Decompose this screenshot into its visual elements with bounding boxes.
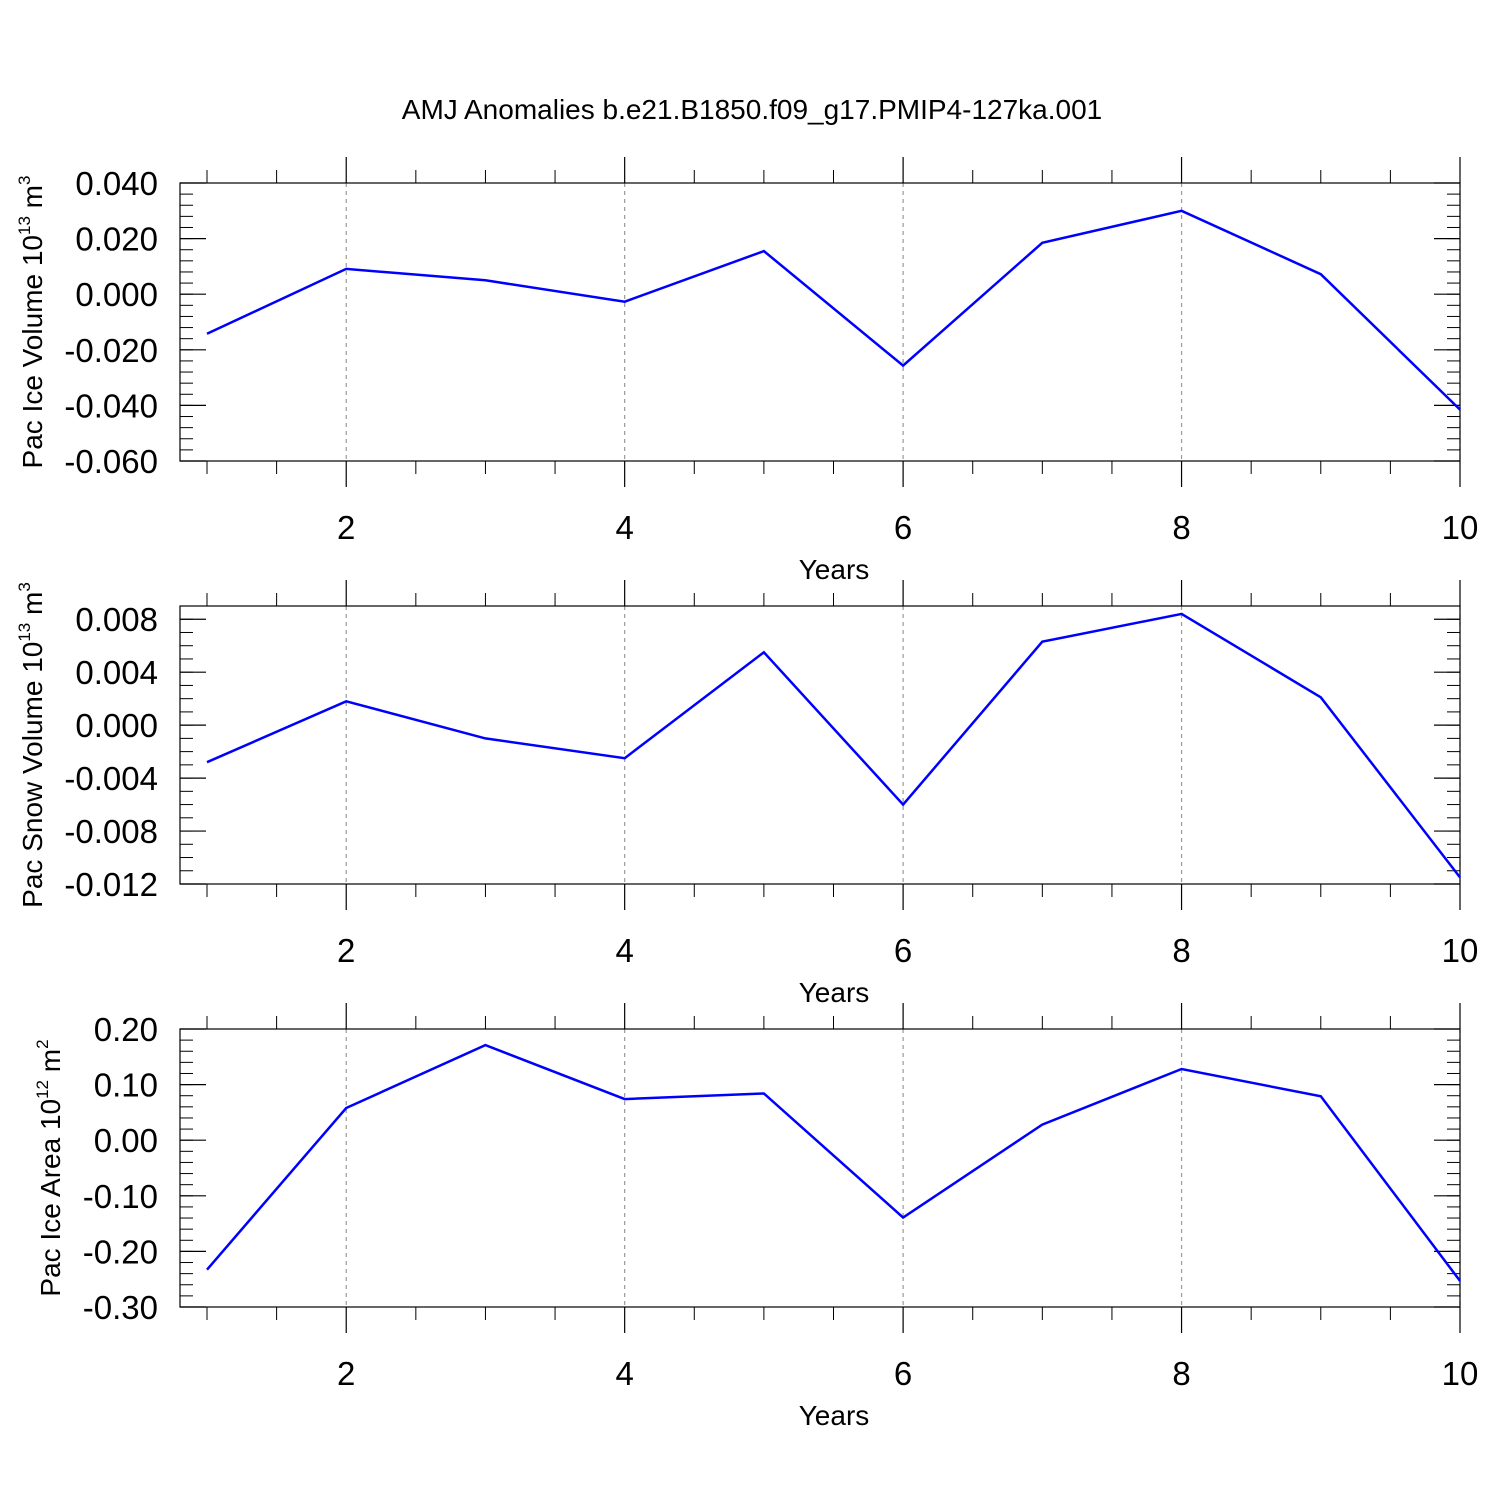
x-tick-label: 2 <box>337 1355 355 1392</box>
y-tick-label: 0.020 <box>75 221 158 258</box>
x-tick-label: 4 <box>615 932 633 969</box>
y-axis-label-part: m <box>17 592 48 623</box>
x-tick-label: 4 <box>615 1355 633 1392</box>
y-tick-label: 0.20 <box>94 1011 158 1048</box>
series-line <box>206 612 1461 879</box>
plot-frame <box>179 605 1461 885</box>
x-tick-label: 8 <box>1172 1355 1190 1392</box>
plot-frame <box>179 1028 1461 1308</box>
y-tick-label: -0.004 <box>64 760 158 797</box>
y-tick-label: -0.008 <box>64 813 158 850</box>
x-tick-label: 10 <box>1442 1355 1479 1392</box>
x-tick-label: 6 <box>894 932 912 969</box>
y-axis-label-part: Pac Ice Area 10 <box>35 1099 66 1297</box>
y-tick-label: 0.000 <box>75 276 158 313</box>
y-tick-label: -0.30 <box>83 1289 158 1326</box>
y-tick-label: -0.040 <box>64 387 158 424</box>
x-tick-label: 8 <box>1172 509 1190 546</box>
y-tick-label: 0.004 <box>75 654 158 691</box>
y-tick-label: -0.20 <box>83 1233 158 1270</box>
series-line <box>206 1043 1461 1282</box>
y-tick-label: 0.00 <box>94 1122 158 1159</box>
x-axis-label: Years <box>799 977 870 1008</box>
plot-frame <box>179 182 1461 462</box>
y-axis-label-superscript: 13 <box>15 216 34 235</box>
y-axis-label-part: m <box>17 185 48 216</box>
x-tick-label: 2 <box>337 932 355 969</box>
x-tick-label: 10 <box>1442 509 1479 546</box>
y-axis-label-superscript: 3 <box>15 176 34 185</box>
chart-panel-1: -0.060 -0.040 -0.020 0.000 0.020 0.040 2 4 6 8 10 Y… <box>15 157 1478 585</box>
y-axis-label-superscript: 13 <box>15 623 34 642</box>
y-tick-label: -0.060 <box>64 443 158 480</box>
y-tick-label: 0.040 <box>75 165 158 202</box>
x-tick-label: 8 <box>1172 932 1190 969</box>
y-axis-label-superscript: 12 <box>33 1080 52 1099</box>
y-tick-label: -0.10 <box>83 1178 158 1215</box>
y-axis-label: Pac Snow Volume 1013 m3 <box>15 582 48 908</box>
figure-title: AMJ Anomalies b.e21.B1850.f09_g17.PMIP4-… <box>402 94 1102 125</box>
y-axis-label-part: Pac Ice Volume 10 <box>17 235 48 468</box>
y-tick-label: -0.012 <box>64 866 158 903</box>
y-tick-label: 0.10 <box>94 1067 158 1104</box>
y-tick-label: -0.020 <box>64 332 158 369</box>
y-axis-label-superscript: 3 <box>15 582 34 591</box>
y-tick-label: 0.000 <box>75 707 158 744</box>
y-tick-label: 0.008 <box>75 601 158 638</box>
x-tick-label: 10 <box>1442 932 1479 969</box>
y-axis-label-superscript: 2 <box>33 1039 52 1048</box>
x-tick-label: 6 <box>894 509 912 546</box>
x-axis-label: Years <box>799 554 870 585</box>
y-axis-label: Pac Ice Area 1012 m2 <box>33 1039 66 1296</box>
y-axis-label-part: m <box>35 1049 66 1080</box>
y-axis-label: Pac Ice Volume 1013 m3 <box>15 176 48 469</box>
chart-panel-3: -0.30 -0.20 -0.10 0.00 0.10 0.20 2 4 6 8 10 Years Pa… <box>33 1003 1478 1431</box>
series-line <box>206 209 1461 411</box>
y-axis-label-part: Pac Snow Volume 10 <box>17 642 48 908</box>
x-tick-label: 6 <box>894 1355 912 1392</box>
x-axis-label: Years <box>799 1400 870 1431</box>
x-tick-label: 2 <box>337 509 355 546</box>
chart-panel-2: -0.012 -0.008 -0.004 0.000 0.004 0.008 2 4 6 8 10 Y… <box>15 580 1478 1008</box>
x-tick-label: 4 <box>615 509 633 546</box>
